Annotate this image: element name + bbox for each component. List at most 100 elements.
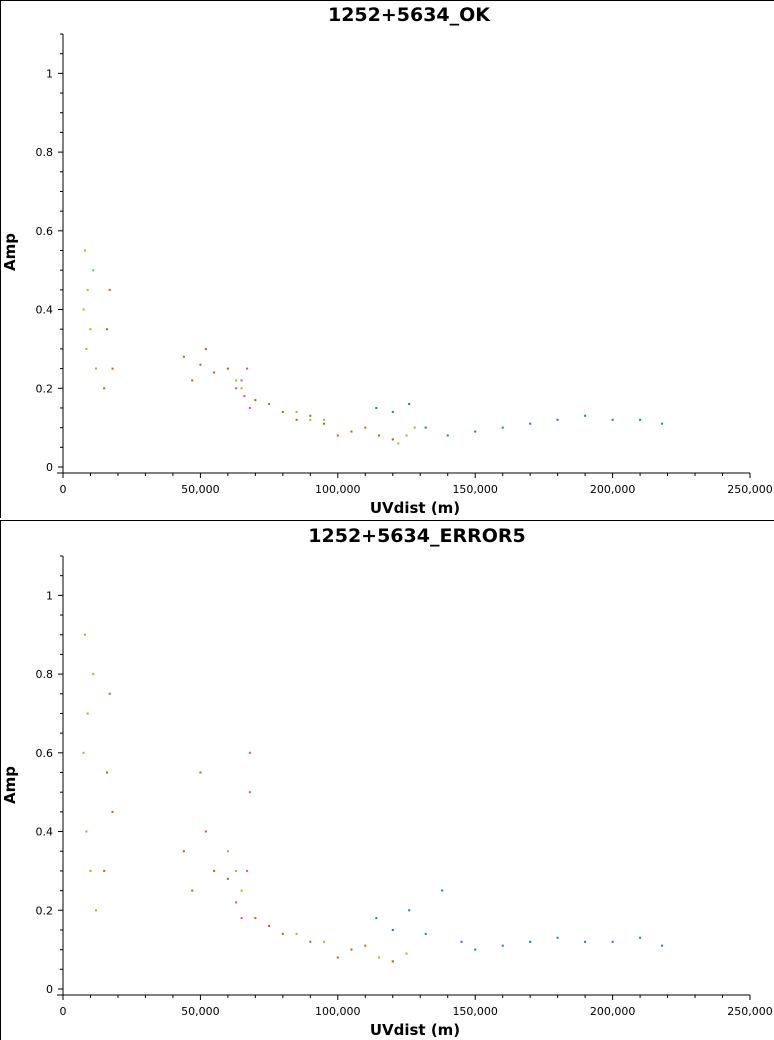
y-tick-label: 1: [46, 67, 53, 80]
data-point: [391, 929, 394, 931]
data-point: [474, 430, 477, 433]
data-point: [92, 269, 95, 272]
x-tick-label: 250,000: [727, 483, 773, 496]
y-tick-label: 0.8: [36, 146, 54, 159]
chart-svg-ok: 1252+5634_OK 0 0.2 0.4 0.6 0.8 1 0 50,000 100,00…: [1, 4, 773, 517]
data-point: [240, 917, 243, 920]
data-point: [350, 948, 353, 951]
data-point: [246, 367, 249, 370]
data-point: [391, 960, 394, 963]
data-point: [424, 932, 427, 935]
data-point: [182, 355, 185, 358]
data-point: [350, 430, 353, 433]
data-point: [391, 410, 394, 413]
data-point: [281, 410, 284, 413]
data-point: [240, 387, 243, 390]
y-tick-label: 0: [46, 461, 53, 474]
x-tick-label: 50,000: [181, 483, 220, 496]
chart-title: 1252+5634_OK: [328, 4, 491, 26]
data-point: [84, 249, 86, 252]
data-point: [86, 288, 89, 291]
data-point: [529, 940, 532, 943]
data-point: [611, 418, 614, 421]
data-point: [204, 830, 207, 833]
data-point: [364, 426, 367, 429]
data-point: [248, 751, 251, 754]
x-tick-label: 200,000: [590, 1005, 636, 1018]
data-point: [82, 308, 85, 311]
data-point: [243, 395, 246, 398]
data-point: [106, 328, 108, 331]
data-point: [84, 633, 86, 636]
data-point: [281, 932, 284, 935]
data-point: [199, 771, 202, 774]
data-point: [639, 936, 642, 939]
y-tick-label: 0.2: [36, 382, 54, 395]
data-point: [309, 940, 312, 943]
data-point: [182, 850, 185, 853]
data-point: [85, 830, 88, 833]
data-point: [108, 288, 111, 291]
y-tick-label: 1: [46, 589, 53, 602]
data-point: [584, 940, 587, 943]
data-point: [661, 422, 664, 425]
data-point: [364, 944, 367, 947]
y-tick-label: 0.8: [36, 668, 54, 681]
data-point: [295, 410, 298, 413]
y-axis-label: Amp: [1, 766, 19, 804]
data-point: [235, 379, 238, 382]
data-point: [323, 418, 326, 421]
y-tick-label: 0: [46, 983, 53, 996]
y-tick-label: 0.6: [36, 225, 54, 238]
data-point: [413, 426, 416, 429]
x-tick-label: 150,000: [452, 483, 498, 496]
data-point: [108, 692, 111, 695]
chart-panel-error5: 1252+5634_ERROR5 0 0.2 0.4 0.6 0.8 1 0 50,000 10…: [0, 520, 774, 1040]
chart-panel-ok: 1252+5634_OK 0 0.2 0.4 0.6 0.8 1 0 50,000 100,00…: [0, 0, 774, 518]
data-point: [295, 932, 298, 935]
y-tick-label: 0.6: [36, 747, 54, 760]
data-point: [254, 399, 257, 402]
data-point: [408, 403, 411, 405]
data-point: [226, 850, 229, 853]
data-point: [446, 434, 449, 437]
data-point: [226, 367, 229, 370]
data-point: [89, 869, 92, 872]
data-point: [254, 917, 257, 920]
data-point: [204, 347, 207, 350]
data-point: [378, 956, 380, 959]
y-tick-label: 0.2: [36, 904, 54, 917]
x-tick-label: 100,000: [315, 483, 361, 496]
data-point: [103, 387, 106, 390]
data-point: [86, 712, 89, 715]
data-point: [213, 869, 216, 872]
data-point: [248, 407, 251, 409]
x-tick-label: 150,000: [452, 1005, 498, 1018]
data-point: [405, 952, 408, 955]
data-point: [268, 403, 271, 405]
data-point: [378, 434, 380, 437]
data-point: [584, 414, 587, 417]
x-axis-label: UVdist (m): [370, 1021, 460, 1039]
data-point: [191, 889, 194, 892]
data-point: [111, 810, 114, 813]
data-point: [246, 869, 249, 872]
data-point: [474, 948, 477, 951]
data-point: [529, 422, 532, 425]
data-point: [235, 901, 238, 904]
data-point: [501, 426, 504, 429]
data-point: [82, 751, 85, 754]
x-tick-label: 100,000: [315, 1005, 361, 1018]
data-point: [106, 771, 108, 774]
data-point: [501, 944, 504, 947]
data-point: [295, 418, 298, 421]
data-point: [556, 936, 559, 939]
data-point: [661, 944, 664, 947]
data-point: [323, 940, 326, 943]
y-tick-label: 0.4: [36, 304, 54, 317]
data-point: [226, 877, 229, 880]
data-point: [235, 869, 238, 872]
data-point: [460, 940, 463, 943]
x-axis-label: UVdist (m): [370, 499, 460, 517]
data-point: [268, 925, 271, 927]
